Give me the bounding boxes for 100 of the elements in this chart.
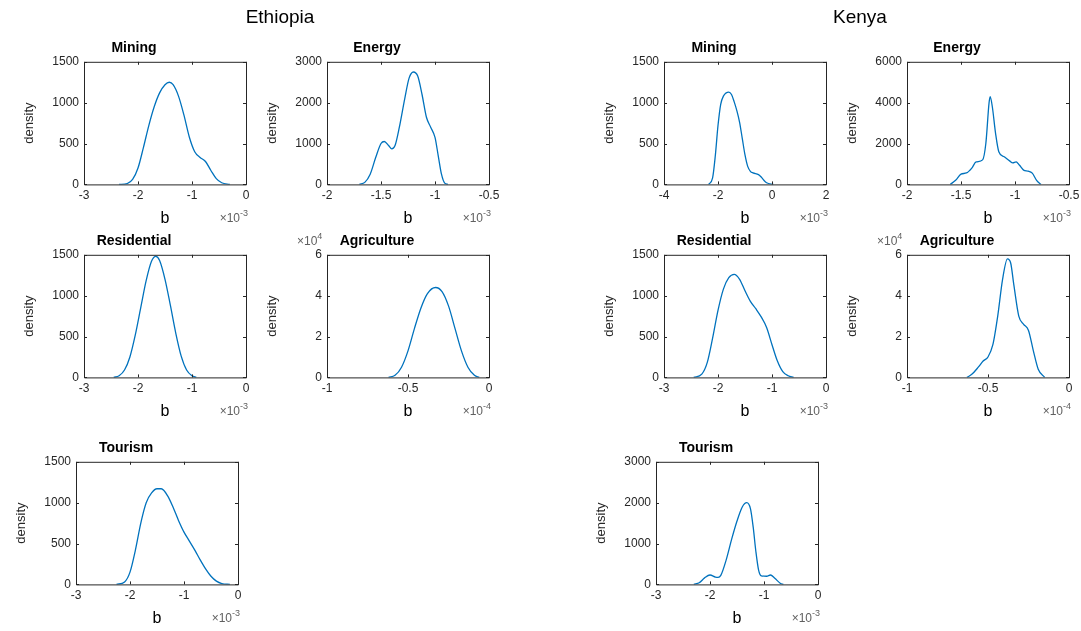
x-tick-label: -1 <box>321 380 333 395</box>
x-tick-label: 0 <box>768 187 776 202</box>
text: Kenya <box>832 6 888 28</box>
x-tick-label: -1 <box>429 187 441 202</box>
line-series <box>113 255 197 378</box>
x-tick-label: -3 <box>78 187 90 202</box>
x-tick-label: 0 <box>485 380 493 395</box>
y-axis-title: density <box>21 295 37 337</box>
y-tick-label: 500 <box>58 328 80 343</box>
y-tick-label: 0 <box>644 576 652 591</box>
x-tick-label: -3 <box>78 380 90 395</box>
x-axis-title: b <box>152 608 162 626</box>
y-tick-label: 1000 <box>44 494 72 509</box>
y-tick-label: 2000 <box>624 494 652 509</box>
y-tick-label: 1500 <box>52 247 80 262</box>
x-axis-title: b <box>740 401 750 419</box>
x-axis-title: b <box>732 608 742 626</box>
chart-title: Agriculture <box>339 232 415 249</box>
y-axis-title: density <box>593 502 609 544</box>
y-axis-title: density <box>601 102 617 144</box>
y-axis-title: density <box>264 295 280 337</box>
y-tick-label: 4 <box>315 287 323 302</box>
x-tick-label: -0.5 <box>1058 187 1080 202</box>
line-series <box>693 273 795 378</box>
y-tick-label: 1000 <box>52 94 80 109</box>
y-axis-title: density <box>601 295 617 337</box>
y-tick-label: 0 <box>315 369 323 384</box>
line-series <box>966 258 1046 378</box>
y-tick-label: 500 <box>638 135 660 150</box>
x-tick-label: -2 <box>901 187 913 202</box>
x-tick-label: 0 <box>814 587 822 602</box>
y-axis-title: density <box>844 295 860 337</box>
x-tick-label: -1.5 <box>950 187 972 202</box>
x-tick-label: -2 <box>132 187 144 202</box>
line-series <box>693 502 785 585</box>
x-tick-label: -2 <box>704 587 716 602</box>
y-tick-label: 1500 <box>632 247 660 262</box>
line-series <box>387 286 480 378</box>
y-tick-label: 2000 <box>875 135 903 150</box>
chart-title: Residential <box>676 232 752 249</box>
y-tick-label: 1500 <box>632 54 660 69</box>
y-tick-label: 1000 <box>632 287 660 302</box>
x-tick-label: -1 <box>178 587 190 602</box>
y-axis-title: density <box>21 102 37 144</box>
x-tick-label: -0.5 <box>478 187 500 202</box>
x-tick-label: -2 <box>712 187 724 202</box>
x-tick-label: -2 <box>124 587 136 602</box>
line-series <box>707 91 774 185</box>
y-tick-label: 4000 <box>875 94 903 109</box>
y-tick-label: 6000 <box>875 54 903 69</box>
x-tick-label: -1 <box>1009 187 1021 202</box>
y-tick-label: 1000 <box>52 287 80 302</box>
x-axis-title: b <box>160 208 170 226</box>
y-tick-label: 3000 <box>295 54 323 69</box>
text: Ethiopia <box>244 6 316 28</box>
chart-title: Agriculture <box>919 232 995 249</box>
x-tick-label: -3 <box>70 587 82 602</box>
x-axis-title: b <box>403 401 413 419</box>
y-tick-label: 0 <box>895 369 903 384</box>
x-tick-label: -3 <box>658 380 670 395</box>
y-tick-label: 500 <box>58 135 80 150</box>
y-tick-label: 1000 <box>624 535 652 550</box>
y-tick-label: 1500 <box>44 454 72 469</box>
y-tick-label: 0 <box>72 176 80 191</box>
x-tick-label: 0 <box>1065 380 1073 395</box>
chart-title: Tourism <box>678 439 734 456</box>
y-tick-label: 6 <box>315 247 323 262</box>
chart-title: Mining <box>691 39 737 56</box>
y-tick-label: 2000 <box>295 94 323 109</box>
x-tick-label: 0 <box>242 187 250 202</box>
x-tick-label: -0.5 <box>977 380 999 395</box>
x-tick-label: 0 <box>822 380 830 395</box>
x-axis-title: b <box>740 208 750 226</box>
y-tick-label: 500 <box>50 535 72 550</box>
x-axis-title: b <box>160 401 170 419</box>
x-tick-label: -3 <box>650 587 662 602</box>
x-tick-label: -4 <box>658 187 670 202</box>
chart-title: Tourism <box>98 439 154 456</box>
y-tick-label: 0 <box>72 369 80 384</box>
chart-title: Mining <box>111 39 157 56</box>
y-tick-label: 500 <box>638 328 660 343</box>
x-tick-label: 0 <box>242 380 250 395</box>
y-tick-label: 0 <box>895 176 903 191</box>
y-tick-label: 0 <box>64 576 72 591</box>
y-axis-title: density <box>13 502 29 544</box>
line-series <box>358 71 449 185</box>
y-tick-label: 6 <box>895 247 903 262</box>
chart-title: Energy <box>353 39 401 56</box>
y-axis-title: density <box>264 102 280 144</box>
x-tick-label: -1 <box>186 380 198 395</box>
x-axis-title: b <box>403 208 413 226</box>
x-tick-label: -1 <box>758 587 770 602</box>
chart-title: Energy <box>933 39 981 56</box>
y-tick-label: 0 <box>652 369 660 384</box>
x-tick-label: -1 <box>186 187 198 202</box>
x-axis-title: b <box>983 401 993 419</box>
line-series <box>949 95 1042 185</box>
x-tick-label: 2 <box>822 187 830 202</box>
y-tick-label: 0 <box>315 176 323 191</box>
y-tick-label: 2 <box>315 328 323 343</box>
